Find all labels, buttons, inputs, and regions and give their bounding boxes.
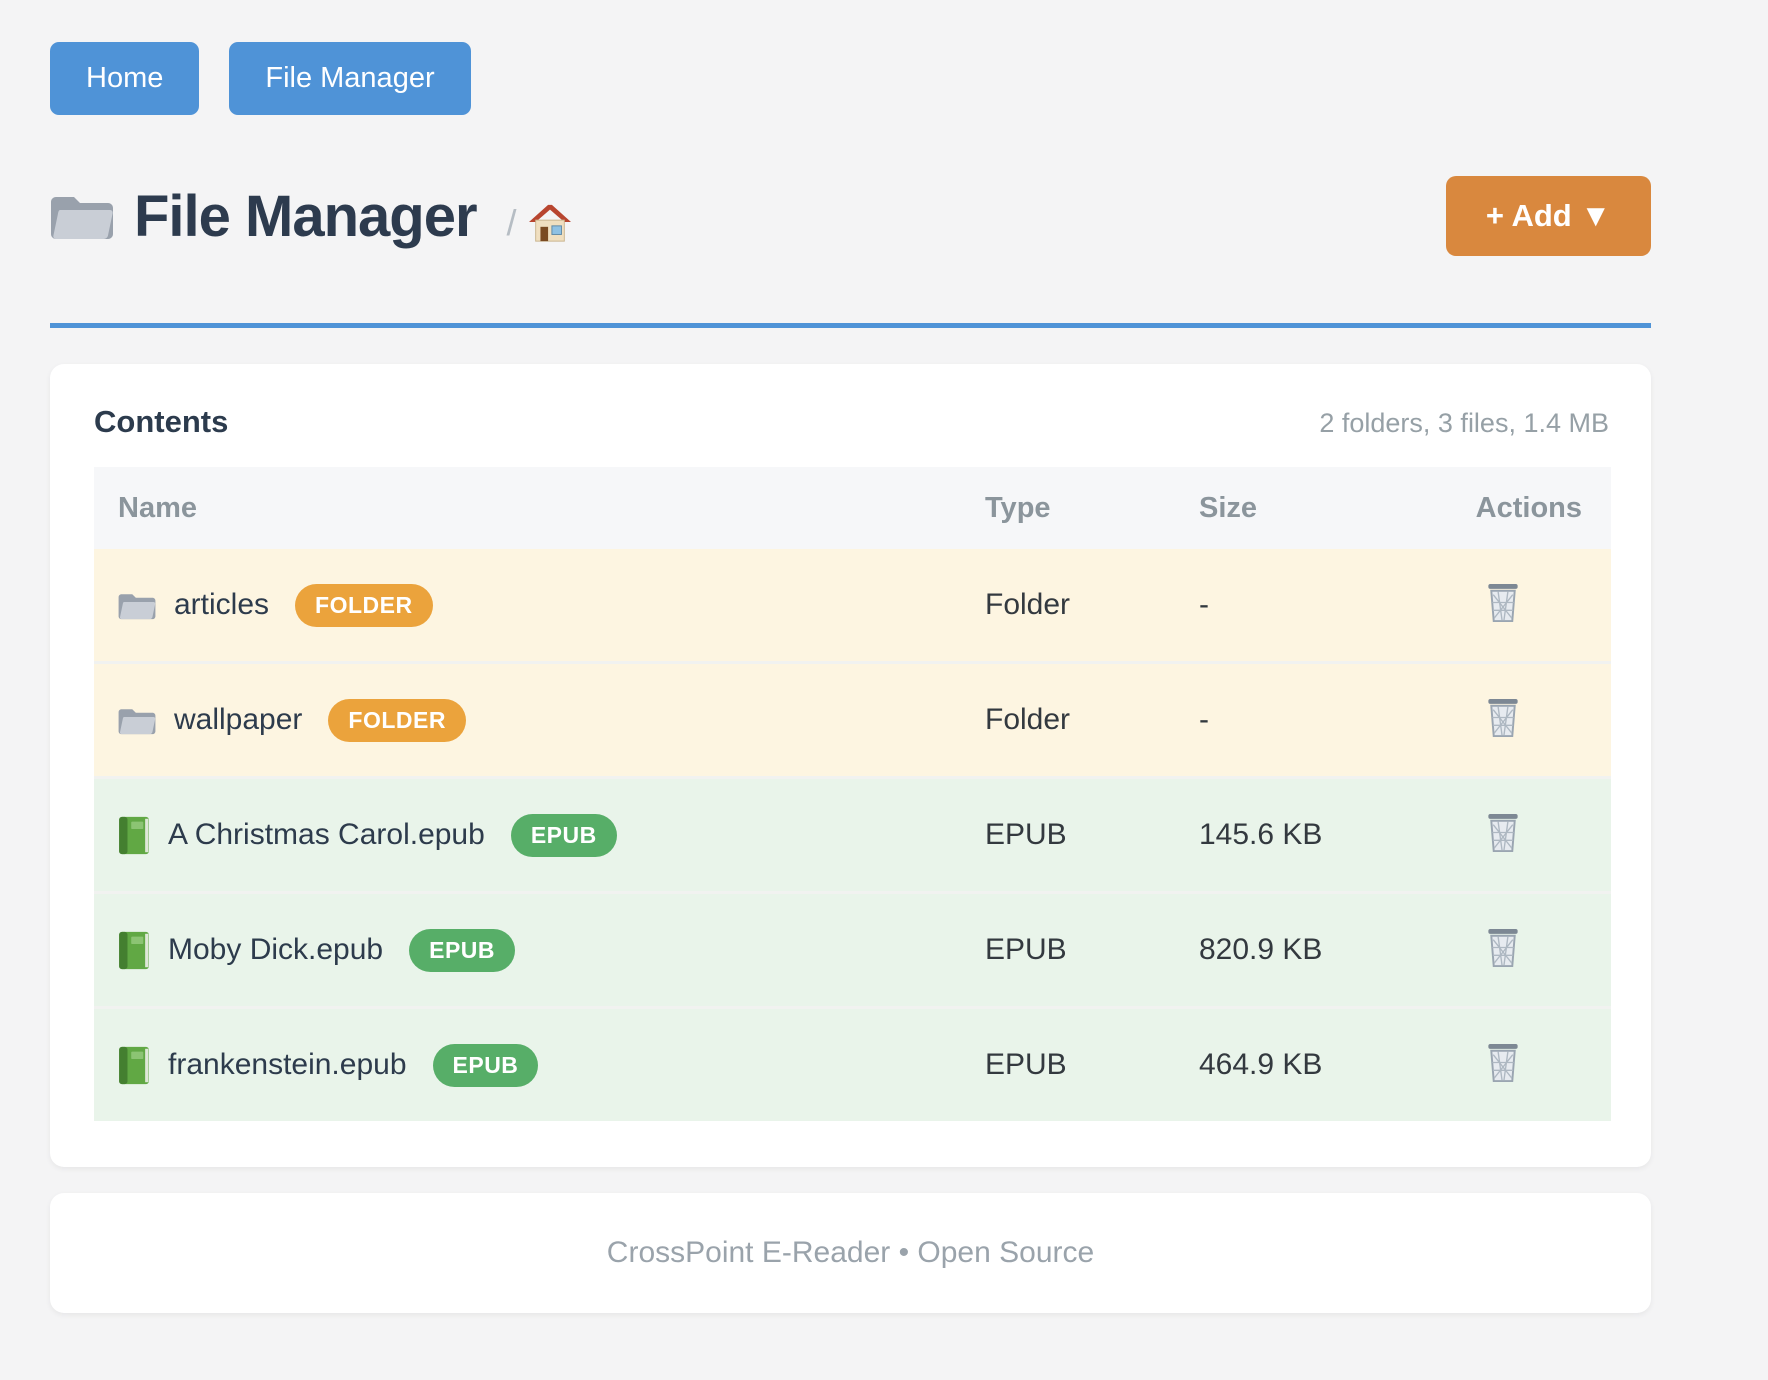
file-name[interactable]: Moby Dick.epub [168,933,384,966]
top-nav: Home File Manager [50,42,1651,115]
book-icon [118,816,150,855]
type-badge: EPUB [409,928,516,972]
file-table: Name Type Size Actions articles FOLDER F… [94,467,1611,1121]
name-cell: frankenstein.epub EPUB [94,1009,969,1121]
file-name[interactable]: A Christmas Carol.epub [168,818,485,851]
type-badge: FOLDER [295,583,433,627]
delete-button[interactable] [1483,925,1523,970]
type-badge: EPUB [510,813,617,857]
name-cell: wallpaper FOLDER [94,664,969,776]
file-table-body: articles FOLDER Folder - wallpaper FOLDE… [94,549,1611,1121]
file-type: EPUB [969,891,1189,1008]
type-badge: EPUB [432,1043,539,1087]
file-type: EPUB [969,776,1189,893]
title-divider [50,323,1651,328]
folder-icon [118,589,156,622]
contents-summary: 2 folders, 3 files, 1.4 MB [1319,408,1609,438]
file-size: 820.9 KB [1189,891,1419,1008]
footer-card: CrossPoint E-Reader • Open Source [50,1193,1651,1313]
page-title: File Manager [134,183,478,249]
table-row: Moby Dick.epub EPUB EPUB 820.9 KB [94,891,1611,1008]
delete-button[interactable] [1483,580,1523,625]
nav-file-manager-button[interactable]: File Manager [229,42,471,115]
name-cell: Moby Dick.epub EPUB [94,894,969,1006]
breadcrumb: / [506,202,572,244]
file-name[interactable]: frankenstein.epub [168,1048,407,1081]
file-size: - [1189,661,1419,778]
contents-card: Contents 2 folders, 3 files, 1.4 MB Name… [50,364,1651,1167]
name-cell: articles FOLDER [94,549,969,661]
column-header-name: Name [94,467,969,549]
table-header-row: Name Type Size Actions [94,467,1611,549]
trash-icon [1486,582,1519,622]
page-container: Home File Manager File Manager / + Add ▼… [50,0,1651,1313]
home-icon [528,204,572,242]
table-row: A Christmas Carol.epub EPUB EPUB 145.6 K… [94,776,1611,893]
file-name[interactable]: articles [174,588,270,621]
file-name[interactable]: wallpaper [174,703,303,736]
breadcrumb-home-link[interactable] [528,203,572,243]
add-button[interactable]: + Add ▼ [1445,176,1651,256]
trash-icon [1486,927,1519,967]
delete-button[interactable] [1483,1040,1523,1085]
column-header-size: Size [1189,467,1419,549]
trash-icon [1486,812,1519,852]
book-icon [118,1046,150,1085]
column-header-type: Type [969,467,1189,549]
contents-card-header: Contents 2 folders, 3 files, 1.4 MB [94,404,1611,440]
book-icon [118,931,150,970]
file-type: Folder [969,661,1189,778]
table-row: wallpaper FOLDER Folder - [94,661,1611,778]
file-type: EPUB [969,1006,1189,1121]
footer-text: CrossPoint E-Reader • Open Source [606,1236,1095,1269]
page-header: File Manager / + Add ▼ [50,167,1651,265]
table-row: articles FOLDER Folder - [94,549,1611,663]
delete-button[interactable] [1483,695,1523,740]
delete-button[interactable] [1483,810,1523,855]
column-header-actions: Actions [1419,467,1611,549]
file-size: 145.6 KB [1189,776,1419,893]
breadcrumb-separator: / [506,202,517,243]
folder-icon [50,188,114,244]
file-size: 464.9 KB [1189,1006,1419,1121]
folder-icon [118,704,156,737]
file-type: Folder [969,549,1189,663]
nav-home-button[interactable]: Home [50,42,200,115]
table-row: frankenstein.epub EPUB EPUB 464.9 KB [94,1006,1611,1121]
trash-icon [1486,697,1519,737]
trash-icon [1486,1042,1519,1082]
type-badge: FOLDER [328,698,466,742]
contents-heading: Contents [94,404,229,439]
name-cell: A Christmas Carol.epub EPUB [94,779,969,891]
file-size: - [1189,549,1419,663]
